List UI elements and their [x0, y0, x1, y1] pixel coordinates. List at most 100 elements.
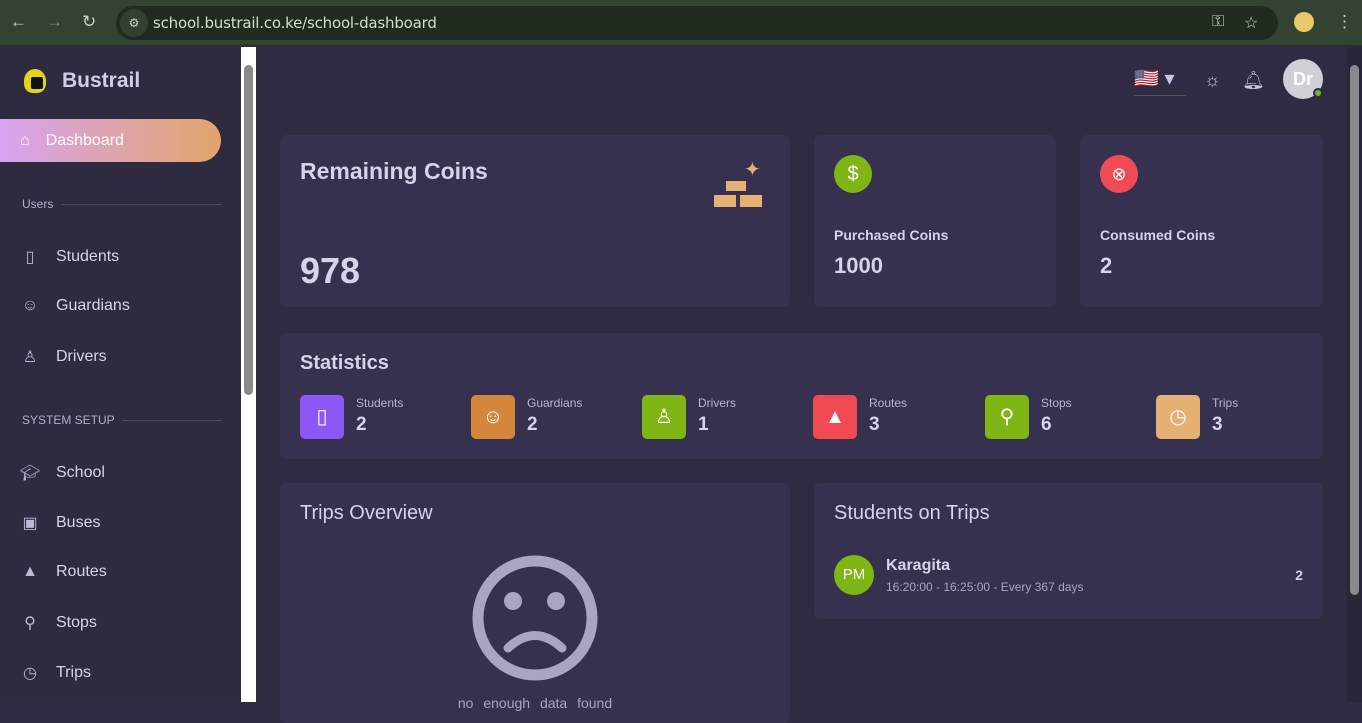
brand[interactable]: Bustrail: [24, 69, 140, 93]
menu-icon[interactable]: ⋮: [1336, 12, 1353, 31]
card-title: Remaining Coins: [300, 158, 488, 184]
stat-students: ▯ Students 2: [300, 395, 403, 439]
brand-name: Bustrail: [62, 69, 141, 92]
bus-stop-icon: ⚲: [24, 615, 36, 632]
sidebar-item-dashboard[interactable]: ⌂ Dashboard: [0, 119, 221, 162]
bustrail-logo-icon: [24, 69, 46, 93]
card-label: Consumed Coins: [1100, 227, 1216, 243]
stat-label: Students: [356, 396, 404, 410]
url-text[interactable]: school.bustrail.co.ke/school-dashboard: [153, 14, 437, 32]
purchased-coins-value: 1000: [834, 253, 883, 278]
stat-value: 2: [527, 414, 538, 435]
sidebar-item-routes[interactable]: ▲ Routes: [20, 563, 107, 581]
sidebar-item-school[interactable]: 🎓︎ School: [20, 463, 105, 483]
stat-guardians: ☺ Guardians 2: [471, 395, 582, 439]
road-icon: ▲: [22, 563, 38, 580]
online-status-dot: [1313, 88, 1323, 98]
card-title: Statistics: [300, 352, 389, 374]
us-flag-icon: 🇺🇸: [1134, 68, 1159, 90]
sidebar-item-trips[interactable]: ◷ Trips: [20, 663, 91, 683]
section-title: SYSTEM SETUP: [22, 413, 115, 427]
sidebar-scrollbar[interactable]: [241, 47, 256, 702]
sidebar-item-label: Guardians: [56, 297, 130, 314]
remaining-coins-card: Remaining Coins 978 ✦: [280, 135, 790, 307]
id-badge-icon: ▯: [25, 249, 35, 266]
driver-icon: ♙: [22, 349, 38, 366]
stat-value: 3: [869, 414, 880, 435]
bus-clock-icon: ◷: [23, 665, 37, 682]
browser-toolbar: ← → ↻ ⚙ school.bustrail.co.ke/school-das…: [0, 0, 1362, 46]
id-badge-icon: ▯: [300, 395, 344, 439]
home-icon: ⌂: [20, 131, 30, 149]
trip-name: Karagita: [886, 557, 951, 574]
forward-icon[interactable]: →: [46, 12, 63, 31]
statistics-card: Statistics ▯ Students 2 ☺ Guardians 2 ♙ Drive…: [280, 333, 1323, 459]
dollar-icon: $: [834, 155, 872, 193]
card-title: Students on Trips: [834, 502, 990, 524]
student-count: 2: [1295, 567, 1303, 583]
sidebar-item-label: Drivers: [56, 348, 107, 365]
section-system-setup: SYSTEM SETUP: [22, 413, 221, 427]
sidebar-item-label: Trips: [56, 664, 91, 681]
consumed-coins-value: 2: [1100, 253, 1113, 278]
sidebar-item-students[interactable]: ▯ Students: [20, 247, 120, 267]
sidebar-item-label: Dashboard: [45, 131, 124, 149]
sidebar-item-label: School: [56, 464, 105, 481]
purchased-coins-card: $ Purchased Coins 1000: [814, 135, 1056, 307]
main-scrollbar[interactable]: [1347, 47, 1362, 702]
users-icon: ☺: [21, 297, 39, 314]
bell-icon[interactable]: 🔔︎: [1242, 70, 1265, 90]
sidebar-item-label: Stops: [56, 614, 97, 631]
theme-toggle-icon[interactable]: ☼: [1204, 70, 1221, 90]
address-bar[interactable]: ⚙ school.bustrail.co.ke/school-dashboard…: [116, 6, 1278, 40]
stat-value: 1: [698, 414, 709, 435]
sidebar-item-label: Routes: [56, 563, 107, 580]
gold-bars-icon: ✦: [708, 157, 770, 215]
section-title: Users: [22, 197, 54, 211]
back-icon[interactable]: ←: [10, 12, 27, 31]
avatar-initials: Dr: [1292, 69, 1313, 89]
avatar[interactable]: Dr: [1283, 59, 1323, 99]
card-title: Trips Overview: [300, 502, 433, 524]
users-icon: ☺: [471, 395, 515, 439]
star-icon[interactable]: ☆: [1244, 15, 1259, 32]
stat-label: Trips: [1212, 396, 1239, 410]
stat-value: 6: [1041, 414, 1052, 435]
sidebar-item-guardians[interactable]: ☺ Guardians: [20, 297, 130, 315]
sidebar-item-label: Students: [56, 248, 120, 265]
stat-stops: ⚲ Stops 6: [985, 395, 1072, 439]
stat-label: Guardians: [527, 396, 583, 410]
stat-value: 2: [356, 414, 367, 435]
consumed-coins-card: ⊗ Consumed Coins 2: [1080, 135, 1323, 307]
sad-face-icon: [472, 555, 598, 681]
sidebar-item-label: Buses: [56, 514, 101, 531]
trips-overview-card: Trips Overview no enough data found: [280, 483, 790, 723]
x-circle-icon: ⊗: [1100, 155, 1138, 193]
section-users: Users: [22, 197, 221, 211]
sidebar: Bustrail ⌂ Dashboard Users ▯ Students ☺ Gua…: [0, 47, 241, 702]
reload-icon[interactable]: ↻: [82, 12, 97, 31]
sidebar-item-drivers[interactable]: ♙ Drivers: [20, 347, 107, 367]
site-settings-icon[interactable]: ⚙: [120, 9, 148, 37]
key-icon[interactable]: ⚿: [1212, 13, 1225, 30]
bus-icon: ▣: [22, 515, 38, 532]
stat-label: Stops: [1041, 396, 1072, 410]
empty-state-text: no enough data found: [457, 695, 613, 711]
stat-label: Routes: [869, 396, 908, 410]
road-icon: ▲: [813, 395, 857, 439]
driver-icon: ♙: [642, 395, 686, 439]
trip-schedule: 16:20:00 - 16:25:00 - Every 367 days: [886, 580, 1084, 594]
stat-value: 3: [1212, 414, 1223, 435]
sidebar-item-buses[interactable]: ▣ Buses: [20, 513, 100, 533]
remaining-coins-value: 978: [300, 250, 361, 291]
students-on-trips-card: Students on Trips PM Karagita 16:20:00 -…: [814, 483, 1323, 619]
trip-row[interactable]: PM Karagita 16:20:00 - 16:25:00 - Every …: [834, 555, 1309, 595]
card-label: Purchased Coins: [834, 227, 949, 243]
bus-stop-icon: ⚲: [985, 395, 1029, 439]
stat-trips: ◷ Trips 3: [1156, 395, 1238, 439]
sidebar-item-stops[interactable]: ⚲ Stops: [20, 613, 97, 633]
stat-label: Drivers: [698, 396, 736, 410]
language-selector[interactable]: 🇺🇸 ▾: [1134, 66, 1186, 96]
profile-icon[interactable]: [1294, 12, 1314, 32]
stat-routes: ▲ Routes 3: [813, 395, 907, 439]
